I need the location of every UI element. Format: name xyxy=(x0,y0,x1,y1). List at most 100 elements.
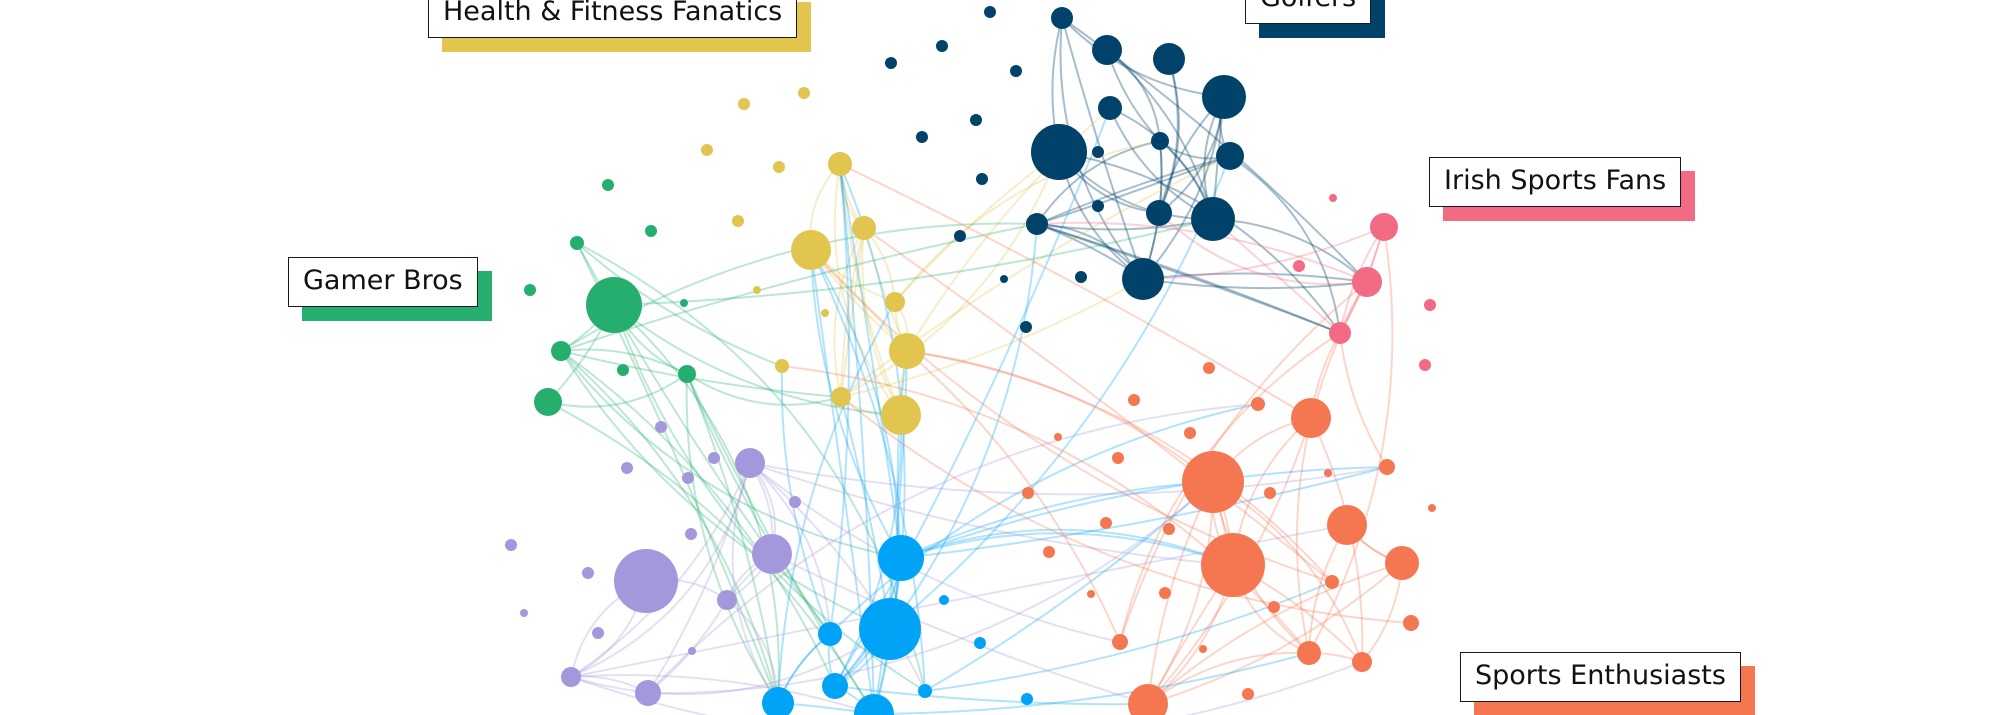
edge xyxy=(613,304,902,416)
node-purple xyxy=(708,452,720,464)
node-sports xyxy=(1128,684,1168,715)
node-golfers xyxy=(1122,258,1164,300)
edge xyxy=(839,163,902,416)
edge xyxy=(840,227,865,398)
edge xyxy=(613,304,780,704)
node-gamer xyxy=(534,388,562,416)
node-sports xyxy=(1352,652,1372,672)
node-fitness xyxy=(889,333,925,369)
node-sports xyxy=(1403,615,1419,631)
node-golfers xyxy=(1216,142,1244,170)
edge xyxy=(833,227,865,398)
node-fitness xyxy=(885,292,905,312)
edge xyxy=(900,466,1388,559)
node-irish xyxy=(1329,322,1351,344)
node-sports xyxy=(1087,590,1095,598)
nodes xyxy=(505,6,1436,715)
edge xyxy=(1036,223,1341,334)
edge xyxy=(749,462,1121,643)
edge xyxy=(777,301,896,704)
node-purple xyxy=(614,549,678,613)
node-blue xyxy=(762,687,794,715)
edge xyxy=(560,350,902,559)
edge xyxy=(560,350,842,398)
node-fitness xyxy=(881,395,921,435)
node-golfers xyxy=(916,131,928,143)
edge xyxy=(749,462,926,692)
label-sports-enthusiasts: Sports Enthusiasts xyxy=(1460,652,1755,715)
edge xyxy=(900,532,1234,566)
edge xyxy=(896,350,908,559)
node-blue xyxy=(1021,693,1033,705)
edge xyxy=(1142,96,1225,280)
node-golfers xyxy=(1026,213,1048,235)
node-sports xyxy=(1291,398,1331,438)
node-golfers xyxy=(1000,275,1008,283)
node-purple xyxy=(505,539,517,551)
edge xyxy=(900,481,1214,559)
edge xyxy=(685,373,779,704)
node-blue xyxy=(878,535,924,581)
node-purple xyxy=(685,528,697,540)
node-irish xyxy=(1424,299,1436,311)
node-sports xyxy=(1182,451,1244,513)
edge xyxy=(560,350,891,630)
node-sports xyxy=(1054,433,1062,441)
node-blue xyxy=(859,598,921,660)
node-golfers xyxy=(1010,65,1022,77)
edge xyxy=(1061,17,1225,98)
node-gamer xyxy=(617,364,629,376)
node-fitness xyxy=(738,98,750,110)
node-gamer xyxy=(586,277,642,333)
label-irish-sports-fans: Irish Sports Fans xyxy=(1429,157,1696,221)
edge xyxy=(839,163,902,559)
edge xyxy=(1158,58,1179,214)
node-sports xyxy=(1199,645,1207,653)
node-golfers xyxy=(1098,96,1122,120)
node-golfers xyxy=(1075,271,1087,283)
edge xyxy=(647,462,751,694)
node-irish xyxy=(1352,267,1382,297)
node-sports xyxy=(1203,362,1215,374)
edge xyxy=(810,249,875,715)
edge xyxy=(1142,278,1368,290)
node-golfers xyxy=(1020,321,1032,333)
node-sports xyxy=(1163,523,1175,535)
label-text: Gamer Bros xyxy=(288,257,478,307)
node-sports xyxy=(1251,397,1265,411)
node-gamer xyxy=(524,284,536,296)
node-fitness xyxy=(701,144,713,156)
edge xyxy=(1036,223,1341,334)
edge xyxy=(1158,212,1368,286)
node-sports xyxy=(1184,427,1196,439)
node-fitness xyxy=(821,309,829,317)
node-sports xyxy=(1268,601,1280,613)
node-sports xyxy=(1242,688,1254,700)
edge xyxy=(861,227,902,416)
node-sports xyxy=(1385,546,1419,580)
label-health-fitness-fanatics: Health & Fitness Fanatics xyxy=(428,0,812,52)
edge xyxy=(833,163,902,416)
edge xyxy=(686,373,779,704)
edge xyxy=(686,373,831,635)
node-sports xyxy=(1264,487,1276,499)
edge xyxy=(834,685,1149,706)
node-blue xyxy=(918,684,932,698)
edge xyxy=(547,401,875,715)
edge xyxy=(1036,155,1231,225)
node-golfers xyxy=(885,57,897,69)
edge xyxy=(771,553,1149,705)
label-text: Sports Enthusiasts xyxy=(1460,652,1741,702)
node-gamer xyxy=(551,341,571,361)
edge xyxy=(1339,332,1388,468)
edge xyxy=(906,350,1214,483)
edge xyxy=(1229,155,1341,334)
label-gamer-bros: Gamer Bros xyxy=(288,257,492,321)
edge xyxy=(1119,281,1368,643)
edge xyxy=(647,481,1214,695)
edge xyxy=(1142,272,1368,283)
edge xyxy=(906,350,1121,643)
node-sports xyxy=(1201,533,1265,597)
edge xyxy=(839,163,1312,419)
